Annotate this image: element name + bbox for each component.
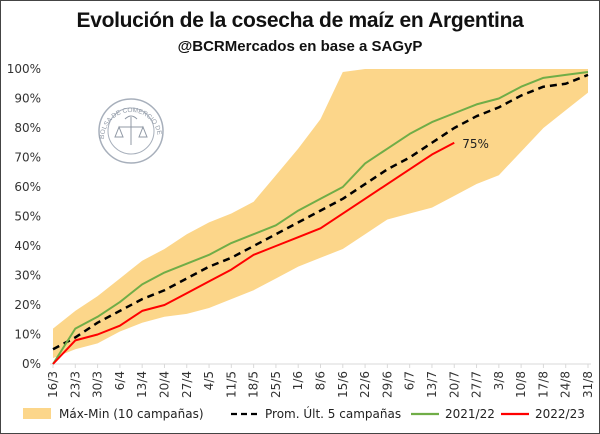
band-max-min [53, 69, 588, 359]
series-line-1 [52, 70, 589, 365]
y-tick-label: 0% [22, 357, 41, 371]
x-tick-label: 24/8 [559, 371, 573, 398]
x-tick-label: 29/6 [380, 371, 394, 398]
legend-swatch-band [23, 408, 51, 419]
x-tick-label: 31/8 [581, 371, 595, 398]
x-tick-label: 11/5 [224, 371, 238, 398]
legend-label-band: Máx-Min (10 campañas) [59, 407, 204, 421]
x-tick-label: 27/7 [470, 371, 484, 398]
x-tick-label: 6/4 [113, 371, 127, 390]
x-tick-label: 30/3 [91, 371, 105, 398]
y-tick-label: 20% [14, 298, 41, 312]
x-tick-label: 25/5 [269, 371, 283, 398]
chart-title: Evolución de la cosecha de maíz en Argen… [76, 9, 524, 32]
y-tick-label: 60% [14, 180, 41, 194]
x-tick-label: 16/3 [46, 371, 60, 398]
y-tick-label: 70% [14, 151, 41, 165]
x-tick-label: 20/7 [447, 371, 461, 398]
x-tick-label: 27/4 [180, 371, 194, 398]
x-tick-label: 15/6 [336, 371, 350, 398]
x-tick-label: 20/4 [157, 371, 171, 398]
x-tick-label: 3/8 [492, 371, 506, 390]
x-tick-label: 10/8 [514, 371, 528, 398]
x-tick-label: 18/5 [247, 371, 261, 398]
legend-label-1: 2021/22 [445, 407, 495, 421]
x-tick-label: 6/7 [403, 371, 417, 390]
annotation-label: 75% [462, 137, 489, 151]
x-tick-label: 23/3 [68, 371, 82, 398]
x-tick-label: 13/4 [135, 371, 149, 398]
y-tick-label: 10% [14, 328, 41, 342]
y-tick-label: 100% [7, 62, 41, 76]
y-tick-label: 50% [14, 210, 41, 224]
x-tick-label: 4/5 [202, 371, 216, 390]
x-tick-label: 13/7 [425, 371, 439, 398]
x-tick-label: 22/6 [358, 371, 372, 398]
y-tick-label: 80% [14, 121, 41, 135]
legend-label-2: 2022/23 [535, 407, 585, 421]
legend-label-0: Prom. Últ. 5 campañas [265, 406, 401, 421]
y-tick-label: 40% [14, 239, 41, 253]
chart-subtitle: @BCRMercados en base a SAGyP [177, 38, 423, 55]
y-tick-label: 90% [14, 92, 41, 106]
x-tick-label: 1/6 [291, 371, 305, 390]
bcr-logo: BOLSA DE COMERCIO DE ROSARIO [98, 98, 164, 164]
y-tick-label: 30% [14, 269, 41, 283]
series-line-2 [52, 141, 455, 365]
series-line-0 [52, 73, 589, 351]
x-tick-label: 17/8 [536, 371, 550, 398]
x-tick-label: 8/6 [314, 371, 328, 390]
